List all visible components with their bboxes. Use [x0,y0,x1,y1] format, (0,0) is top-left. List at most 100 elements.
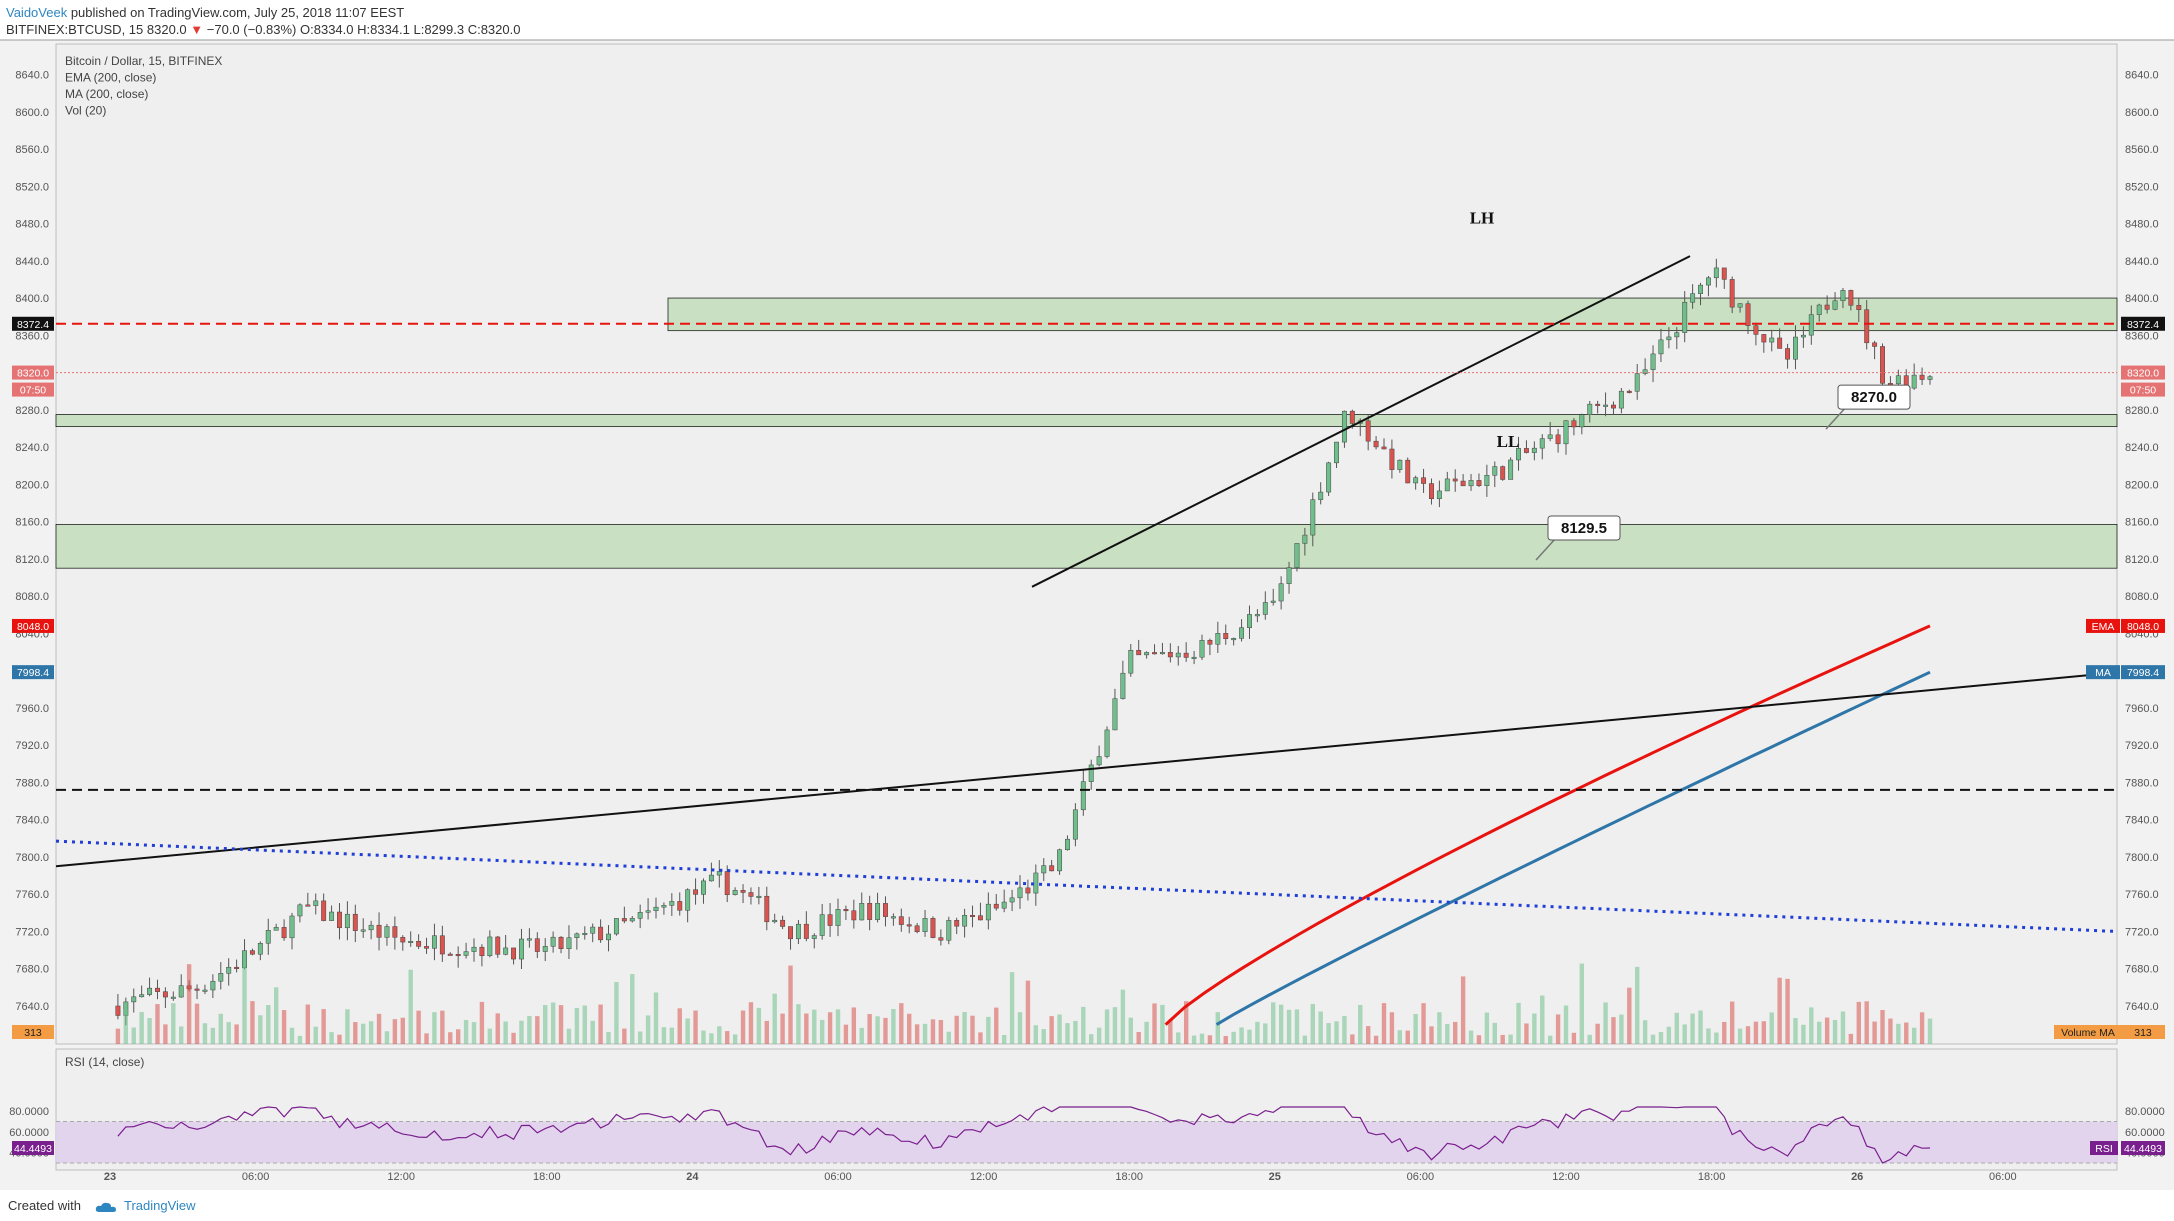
candle-body [867,903,873,920]
x-tick-label: 12:00 [387,1171,415,1183]
rsi-tick-left: 80.0000 [9,1106,49,1118]
price-callout-box[interactable] [1547,515,1621,541]
x-tick-label: 06:00 [824,1171,852,1183]
candle-body [1531,447,1537,453]
volume-bar [1801,1024,1806,1044]
volume-bar [218,1013,223,1044]
volume-bar [1698,1010,1703,1044]
volume-bar [1358,1004,1363,1044]
volume-bar [535,1016,540,1044]
y-tick-label-right: 8440.0 [2125,256,2159,268]
candle-body [1294,543,1300,568]
rising-trendline[interactable] [1031,255,1691,588]
long-trendline[interactable] [55,671,2118,868]
y-tick-label-right: 8120.0 [2125,554,2159,566]
volume-bar [883,1017,888,1044]
candle-body [1128,649,1134,674]
volume-bar [1642,1020,1648,1044]
volume-bar [392,1019,398,1044]
ma-tag-right: 7998.4 [2127,667,2159,679]
candle-body [1705,277,1711,286]
support-zone-1[interactable] [667,297,2118,332]
volume-bar [1674,1012,1679,1044]
candle-body [1555,434,1561,445]
candle-body [455,954,461,957]
volume-bar [289,1027,295,1044]
ma-tag-left: 7998.4 [17,667,49,679]
volume-bar [1563,1005,1569,1044]
candle-body [1729,279,1735,308]
volume-bar [582,1005,587,1044]
y-tick-label-left: 8360.0 [15,330,49,342]
candle-body [1539,438,1545,449]
volume-bar [1453,1021,1458,1044]
change-text: −70.0 (−0.83%) [206,22,297,37]
candle-body [1919,374,1925,380]
volume-bar [788,965,793,1044]
candle-body [1080,781,1086,811]
volume-bar [1540,995,1545,1044]
support-zone-3[interactable] [55,524,2118,569]
candle-body [629,918,635,922]
price-tag-left: 8320.0 [17,368,49,380]
candle-body [1848,290,1854,306]
candle-body [1887,383,1893,386]
volume-bar [1381,1003,1387,1044]
candle-body [1484,475,1490,486]
rsi-tag-right: 44.4493 [2124,1143,2162,1155]
volume-bar [1302,1035,1308,1044]
y-tick-label-right: 7760.0 [2125,889,2159,901]
volume-bar [914,1024,920,1044]
volume-bar [1049,1016,1054,1044]
candle-body [732,890,738,896]
tradingview-link[interactable]: TradingView [124,1198,196,1213]
volume-bar [1809,1007,1814,1044]
y-tick-label-left: 8120.0 [15,554,49,566]
candle-body [337,911,342,929]
volume-bar [511,1032,516,1044]
candle-body [1761,334,1767,343]
volume-bar [1429,1026,1434,1044]
y-tick-label-right: 8200.0 [2125,479,2159,491]
candle-body [1516,448,1521,461]
symbol-line: BITFINEX:BTCUSD, 15 8320.0 ▼ −70.0 (−0.8… [6,22,520,37]
support-zone-2[interactable] [55,414,2118,428]
author-link[interactable]: VaidoVeek [6,5,68,20]
candle-body [1072,809,1078,840]
candle-body [1373,440,1379,448]
volume-bar [186,964,192,1044]
callout-pointer [1535,537,1557,561]
candle-body [1476,480,1482,486]
candle-body [1191,656,1197,659]
price-callout-box[interactable] [1837,384,1911,410]
volume-bar [994,1007,999,1044]
candle-body [431,935,437,949]
y-tick-label-right: 8240.0 [2125,442,2159,454]
candle-body [914,925,920,933]
volume-bar [1191,1035,1197,1044]
candle-body [1840,290,1846,302]
y-tick-label-left: 7960.0 [15,703,49,715]
volume-bar [1516,1002,1521,1044]
volume-bar [796,1004,801,1044]
volume-bar [1722,1021,1727,1044]
y-tick-label-left: 8560.0 [15,144,49,156]
candle-body [1737,303,1743,308]
volume-bar [281,1010,287,1044]
candle-body [534,938,540,952]
candle-body [1334,441,1339,464]
volume-bar [1128,1017,1133,1044]
candle-body [701,880,706,895]
volume-bar [1263,1023,1268,1044]
volume-bar [234,1024,239,1044]
candle-body [1571,420,1577,428]
candle-body [1563,420,1569,445]
ma-tag-left-bg [12,665,54,680]
volume-bar [1318,1011,1323,1044]
volume-bar [1183,1001,1189,1044]
candle-body [1001,901,1007,909]
volume-bar [1223,1035,1228,1044]
candle-body [463,951,469,956]
volume-bar [827,1012,833,1044]
